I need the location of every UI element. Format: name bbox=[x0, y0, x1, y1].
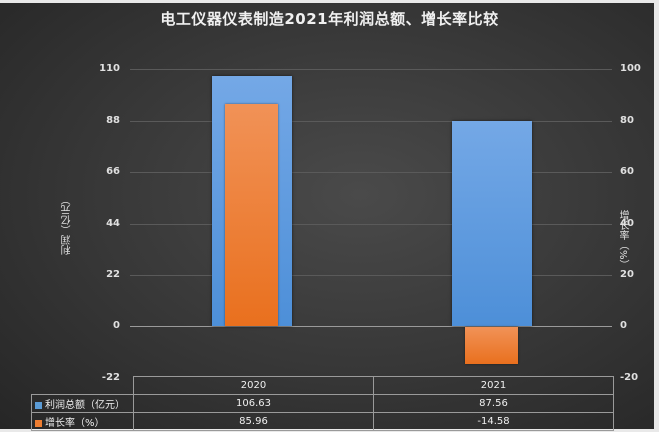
table-header: 2021 bbox=[373, 376, 614, 395]
chart-title: 电工仪器仪表制造2021年利润总额、增长率比较 bbox=[160, 10, 499, 28]
left-tick: 0 bbox=[113, 320, 120, 331]
right-axis-label: 增长率（%） bbox=[617, 210, 628, 270]
left-tick: 44 bbox=[106, 218, 120, 229]
right-tick: 80 bbox=[620, 115, 634, 126]
chart-area bbox=[0, 3, 654, 429]
table-row: 增长率（%） 85.96 -14.58 bbox=[31, 412, 614, 431]
gridline bbox=[130, 224, 612, 225]
table-cell: 87.56 bbox=[373, 394, 614, 413]
right-tick: 60 bbox=[620, 166, 634, 177]
table-header: 2020 bbox=[133, 376, 374, 395]
table-row: 利润总额（亿元） 106.63 87.56 bbox=[31, 394, 614, 413]
legend-swatch-orange-icon bbox=[35, 419, 42, 427]
legend-label: 利润总额（亿元） bbox=[45, 400, 125, 411]
left-tick: 88 bbox=[106, 115, 120, 126]
table-cell: 85.96 bbox=[133, 412, 374, 431]
bar-growth-2020[interactable] bbox=[225, 104, 278, 326]
left-tick: 22 bbox=[106, 269, 120, 280]
legend-swatch-blue-icon bbox=[35, 401, 42, 409]
left-axis-label: 利润（亿元） bbox=[62, 195, 73, 255]
table-cell: -14.58 bbox=[373, 412, 614, 431]
table-cell: 106.63 bbox=[133, 394, 374, 413]
right-tick: 100 bbox=[620, 63, 641, 74]
right-tick: -20 bbox=[620, 372, 639, 383]
gridline bbox=[130, 275, 612, 276]
left-tick: 110 bbox=[99, 63, 120, 74]
zero-line bbox=[130, 326, 612, 327]
bar-growth-2021[interactable] bbox=[465, 327, 518, 364]
data-table: 2020 2021 利润总额（亿元） 106.63 87.56 增长率（%） 8… bbox=[31, 376, 614, 431]
right-tick: 40 bbox=[620, 218, 634, 229]
gridline bbox=[130, 69, 612, 70]
left-tick: 66 bbox=[106, 166, 120, 177]
bar-profit-2021[interactable] bbox=[452, 121, 532, 326]
right-tick: 0 bbox=[620, 320, 627, 331]
gridline bbox=[130, 121, 612, 122]
right-tick: 20 bbox=[620, 269, 634, 280]
legend-label: 增长率（%） bbox=[45, 418, 105, 429]
gridline bbox=[130, 172, 612, 173]
